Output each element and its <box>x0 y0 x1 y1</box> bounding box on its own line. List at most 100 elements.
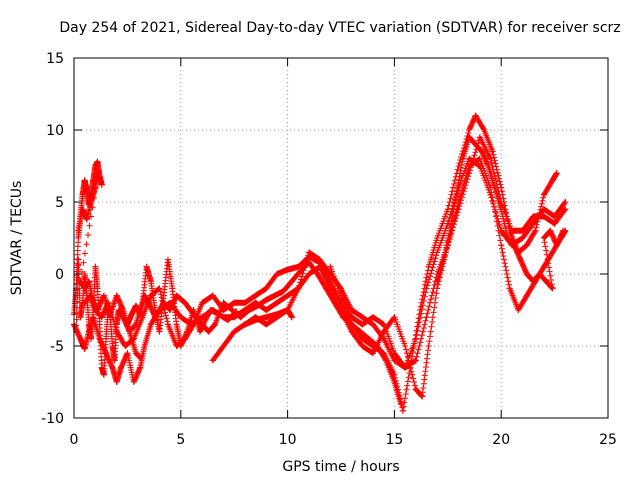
data-point <box>466 170 473 177</box>
data-point <box>137 354 144 361</box>
data-point <box>391 314 398 321</box>
data-point <box>553 242 560 249</box>
data-point <box>305 259 312 266</box>
data-point <box>540 191 547 198</box>
y-tick-label: 10 <box>46 123 64 139</box>
data-point <box>273 299 280 306</box>
data-point <box>530 220 537 227</box>
data-point <box>107 311 114 318</box>
data-point <box>391 350 398 357</box>
data-point <box>359 321 366 328</box>
data-point <box>199 321 206 328</box>
data-point <box>132 350 139 357</box>
data-point <box>147 321 154 328</box>
data-point <box>284 307 291 313</box>
data-point <box>184 328 191 335</box>
y-tick-label: 0 <box>55 267 64 283</box>
data-point <box>88 199 95 205</box>
data-point <box>113 379 120 385</box>
data-point <box>100 371 107 378</box>
data-point <box>323 285 330 292</box>
y-tick-label: 15 <box>46 51 64 67</box>
data-point <box>83 187 90 194</box>
data-point <box>220 343 227 349</box>
data-point <box>252 292 259 299</box>
data-point <box>391 379 398 385</box>
data-point <box>88 335 95 342</box>
data-point <box>498 242 505 249</box>
marker-path <box>81 112 560 414</box>
data-point <box>359 343 366 349</box>
data-point <box>508 227 515 234</box>
data-point <box>511 242 518 249</box>
data-point <box>530 213 537 220</box>
data-point <box>476 134 483 141</box>
series-trace-7 <box>75 167 144 361</box>
data-point <box>79 191 86 198</box>
data-point <box>254 302 261 309</box>
data-point <box>523 292 530 299</box>
data-point <box>229 307 236 313</box>
data-point <box>478 148 485 155</box>
data-point <box>132 302 139 309</box>
data-point <box>423 314 430 321</box>
data-point <box>143 263 150 270</box>
series-trace-8 <box>434 134 567 292</box>
data-point <box>92 263 99 270</box>
data-point <box>399 407 406 414</box>
chart-title: Day 254 of 2021, Sidereal Day-to-day VTE… <box>59 20 620 36</box>
data-point <box>417 307 424 313</box>
data-point <box>164 256 171 263</box>
data-point <box>109 364 116 371</box>
data-point <box>75 227 82 234</box>
data-point <box>382 357 389 364</box>
data-point <box>160 292 167 299</box>
x-tick-label: 25 <box>599 432 617 448</box>
data-point <box>231 328 238 335</box>
data-point <box>540 213 547 220</box>
data-point <box>444 220 451 227</box>
data-point <box>90 299 97 306</box>
data-point <box>77 314 84 321</box>
data-point <box>370 314 377 321</box>
data-point <box>472 112 479 119</box>
data-point <box>348 321 355 328</box>
data-point <box>425 263 432 270</box>
data-point <box>237 314 244 321</box>
data-point <box>246 307 253 313</box>
data-point <box>117 364 124 371</box>
data-point <box>540 263 547 270</box>
data-point <box>562 206 569 213</box>
data-point <box>506 285 513 292</box>
data-point <box>434 235 441 241</box>
data-point <box>95 167 102 174</box>
data-point <box>498 206 505 213</box>
data-point <box>94 307 101 313</box>
data-point <box>547 227 554 234</box>
data-point <box>81 177 88 184</box>
data-point <box>402 343 409 349</box>
data-point <box>92 163 99 169</box>
data-point <box>273 271 280 277</box>
data-point <box>297 268 304 275</box>
data-point <box>94 158 101 165</box>
data-point <box>263 296 270 303</box>
data-point <box>156 285 163 292</box>
data-point <box>504 235 511 241</box>
data-point <box>338 292 344 299</box>
data-point <box>98 364 105 371</box>
data-point <box>288 314 295 321</box>
data-point <box>109 343 116 349</box>
data-point <box>459 155 466 162</box>
data-point <box>412 386 419 393</box>
x-tick-label: 10 <box>279 432 297 448</box>
data-point <box>137 311 144 318</box>
data-point <box>444 206 451 213</box>
data-point <box>331 299 338 306</box>
marker-path <box>124 259 404 407</box>
data-point <box>156 328 163 335</box>
data-point <box>519 227 526 234</box>
data-markers <box>71 112 569 414</box>
y-axis-label: SDTVAR / TECUs <box>9 181 25 296</box>
data-point <box>167 307 174 313</box>
